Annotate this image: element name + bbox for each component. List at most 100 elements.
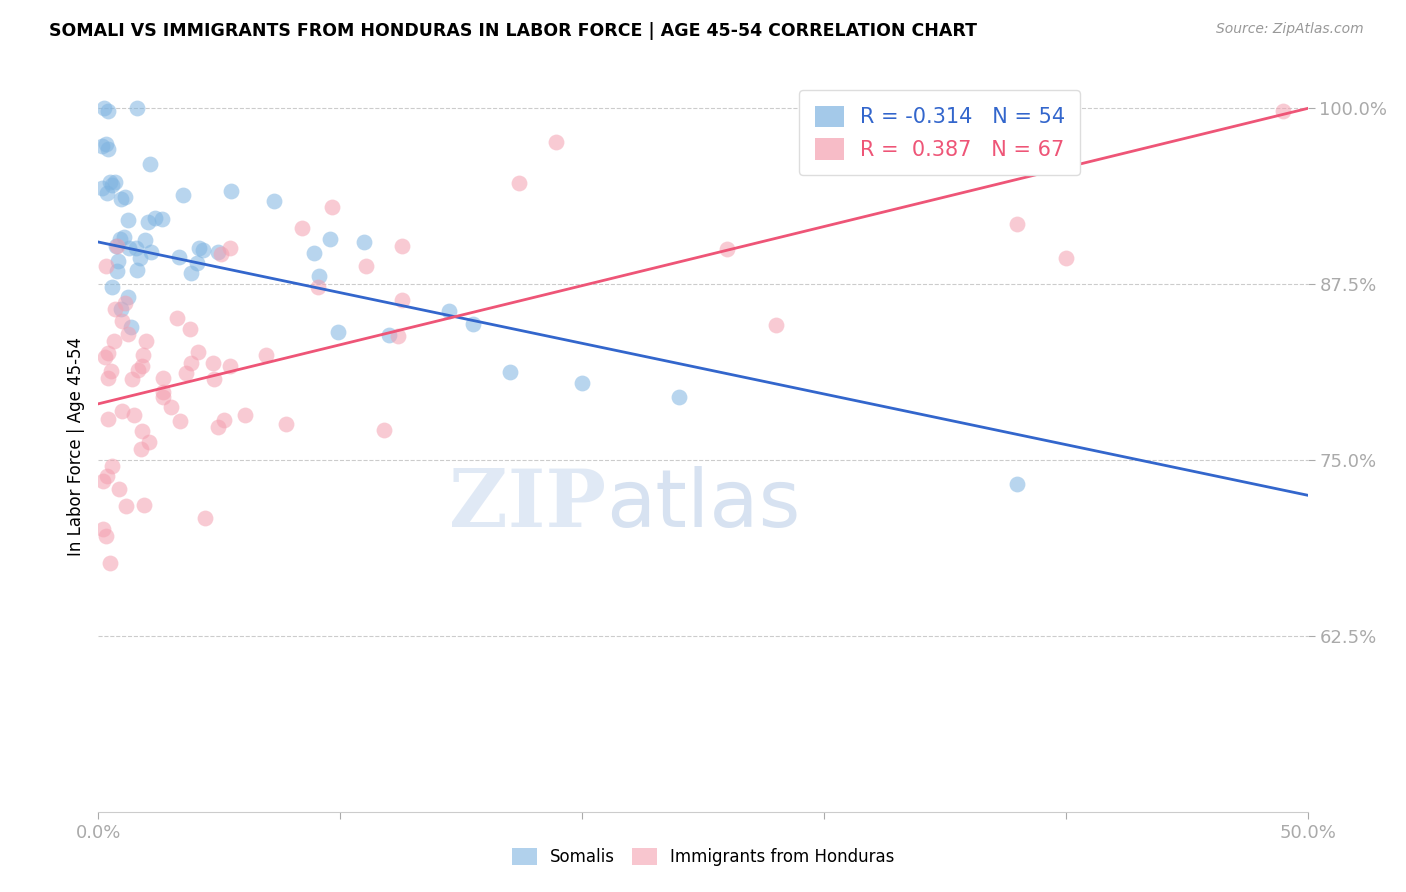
Point xyxy=(111,404,134,418)
Point xyxy=(308,269,330,284)
Point xyxy=(110,192,132,206)
Point xyxy=(114,190,136,204)
Point xyxy=(94,259,117,273)
Point xyxy=(97,346,120,360)
Point xyxy=(274,417,297,432)
Point xyxy=(107,482,129,496)
Point xyxy=(111,313,134,327)
Point xyxy=(172,188,194,202)
Point xyxy=(139,157,162,171)
Point xyxy=(169,414,191,428)
Point xyxy=(96,186,118,200)
Point xyxy=(90,138,112,153)
Point xyxy=(193,243,215,257)
Point xyxy=(94,351,117,365)
Point xyxy=(131,359,153,373)
Point xyxy=(120,320,142,334)
Point xyxy=(136,214,159,228)
Point xyxy=(437,304,460,318)
Point xyxy=(105,239,128,253)
Point xyxy=(125,241,148,255)
Point xyxy=(391,239,413,253)
Point xyxy=(291,221,314,235)
Point xyxy=(302,246,325,260)
Point xyxy=(254,348,277,362)
Point xyxy=(167,251,190,265)
Point xyxy=(131,424,153,438)
Point xyxy=(94,529,117,543)
Point xyxy=(377,328,399,343)
Point xyxy=(201,356,224,370)
Point xyxy=(159,401,181,415)
Point xyxy=(326,325,349,339)
Point xyxy=(105,239,128,253)
Point xyxy=(100,364,122,378)
Point xyxy=(235,408,257,422)
Point xyxy=(354,259,377,273)
Point xyxy=(117,290,139,304)
Point xyxy=(129,251,152,265)
Point xyxy=(100,458,122,473)
Point xyxy=(319,232,342,246)
Point xyxy=(108,232,131,246)
Point xyxy=(166,311,188,326)
Text: Source: ZipAtlas.com: Source: ZipAtlas.com xyxy=(1216,22,1364,37)
Point xyxy=(115,499,138,513)
Point xyxy=(186,256,208,270)
Point xyxy=(91,474,114,488)
Point xyxy=(152,371,174,385)
Point xyxy=(174,367,197,381)
Point xyxy=(96,469,118,483)
Point xyxy=(91,522,114,536)
Point xyxy=(93,102,115,116)
Point xyxy=(180,266,202,280)
Legend: Somalis, Immigrants from Honduras: Somalis, Immigrants from Honduras xyxy=(503,840,903,875)
Point xyxy=(765,318,787,332)
Point xyxy=(152,385,174,400)
Point xyxy=(134,499,156,513)
Point xyxy=(716,243,738,257)
Point xyxy=(117,213,139,227)
Point xyxy=(104,175,127,189)
Point xyxy=(134,233,156,247)
Point xyxy=(463,318,485,332)
Point xyxy=(131,442,153,457)
Point xyxy=(132,348,155,362)
Legend: R = -0.314   N = 54, R =  0.387   N = 67: R = -0.314 N = 54, R = 0.387 N = 67 xyxy=(799,90,1080,175)
Point xyxy=(194,511,217,525)
Point xyxy=(373,423,395,437)
Point xyxy=(97,411,120,425)
Point xyxy=(187,344,209,359)
Point xyxy=(101,178,124,192)
Point xyxy=(127,263,149,277)
Point xyxy=(117,327,139,342)
Text: ZIP: ZIP xyxy=(450,466,606,543)
Point xyxy=(1054,251,1077,265)
Point xyxy=(188,241,211,255)
Point xyxy=(391,293,413,308)
Point xyxy=(122,408,145,422)
Point xyxy=(307,280,329,294)
Point xyxy=(112,230,135,244)
Point xyxy=(508,176,530,190)
Point xyxy=(139,244,162,259)
Point xyxy=(571,376,593,390)
Point xyxy=(1007,477,1029,491)
Point xyxy=(125,102,148,116)
Point xyxy=(98,557,121,571)
Point xyxy=(121,372,143,386)
Point xyxy=(1272,103,1295,118)
Point xyxy=(98,175,121,189)
Point xyxy=(135,334,157,348)
Point xyxy=(138,435,160,450)
Point xyxy=(219,184,242,198)
Point xyxy=(110,302,132,317)
Point xyxy=(202,371,225,385)
Point xyxy=(263,194,285,209)
Point xyxy=(150,211,173,226)
Point xyxy=(498,365,520,379)
Point xyxy=(114,296,136,310)
Point xyxy=(103,334,125,349)
Point xyxy=(219,241,242,255)
Point xyxy=(100,279,122,293)
